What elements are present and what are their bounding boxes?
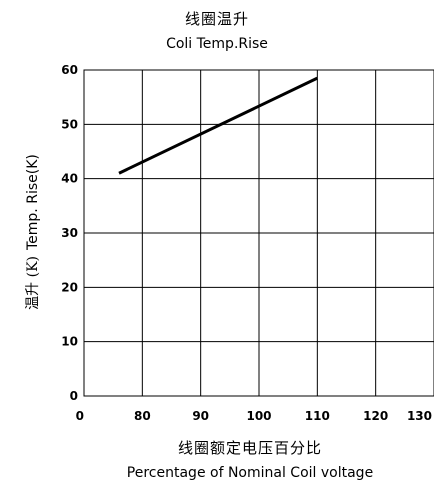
x-axis-label-en: Percentage of Nominal Coil voltage <box>126 465 374 481</box>
y-tick-label: 10 <box>61 335 78 349</box>
y-tick-label: 50 <box>61 117 78 131</box>
plot-frame <box>83 69 434 397</box>
y-tick-labels: 0 10 20 30 40 50 60 <box>61 63 78 403</box>
x-tick-label: 90 <box>192 409 209 423</box>
x-tick-labels: 0 80 90 100 110 120 130 <box>76 409 432 423</box>
x-axis-label: 线圈额定电压百分比 <box>177 439 322 457</box>
x-tick-label: 120 <box>363 409 388 423</box>
x-tick-label: 110 <box>305 409 330 423</box>
x-tick-label: 130 <box>407 409 432 423</box>
y-tick-label: 60 <box>61 63 78 77</box>
y-tick-label: 20 <box>61 280 78 294</box>
x-tick-label: 0 <box>76 409 84 423</box>
series-line <box>118 76 318 175</box>
chart-title: 线圈温升 <box>184 10 249 28</box>
y-tick-label: 0 <box>70 389 78 403</box>
x-tick-label: 100 <box>246 409 271 423</box>
y-tick-label: 40 <box>61 172 78 186</box>
x-tick-label: 80 <box>134 409 151 423</box>
y-axis-label-cn: 温升 (K) <box>25 256 41 310</box>
series-group <box>118 76 318 175</box>
y-axis-label-en: Temp. Rise(K) <box>25 154 41 250</box>
y-tick-label: 30 <box>61 226 78 240</box>
grid-lines <box>84 70 434 396</box>
chart-subtitle: Coli Temp.Rise <box>166 36 268 52</box>
